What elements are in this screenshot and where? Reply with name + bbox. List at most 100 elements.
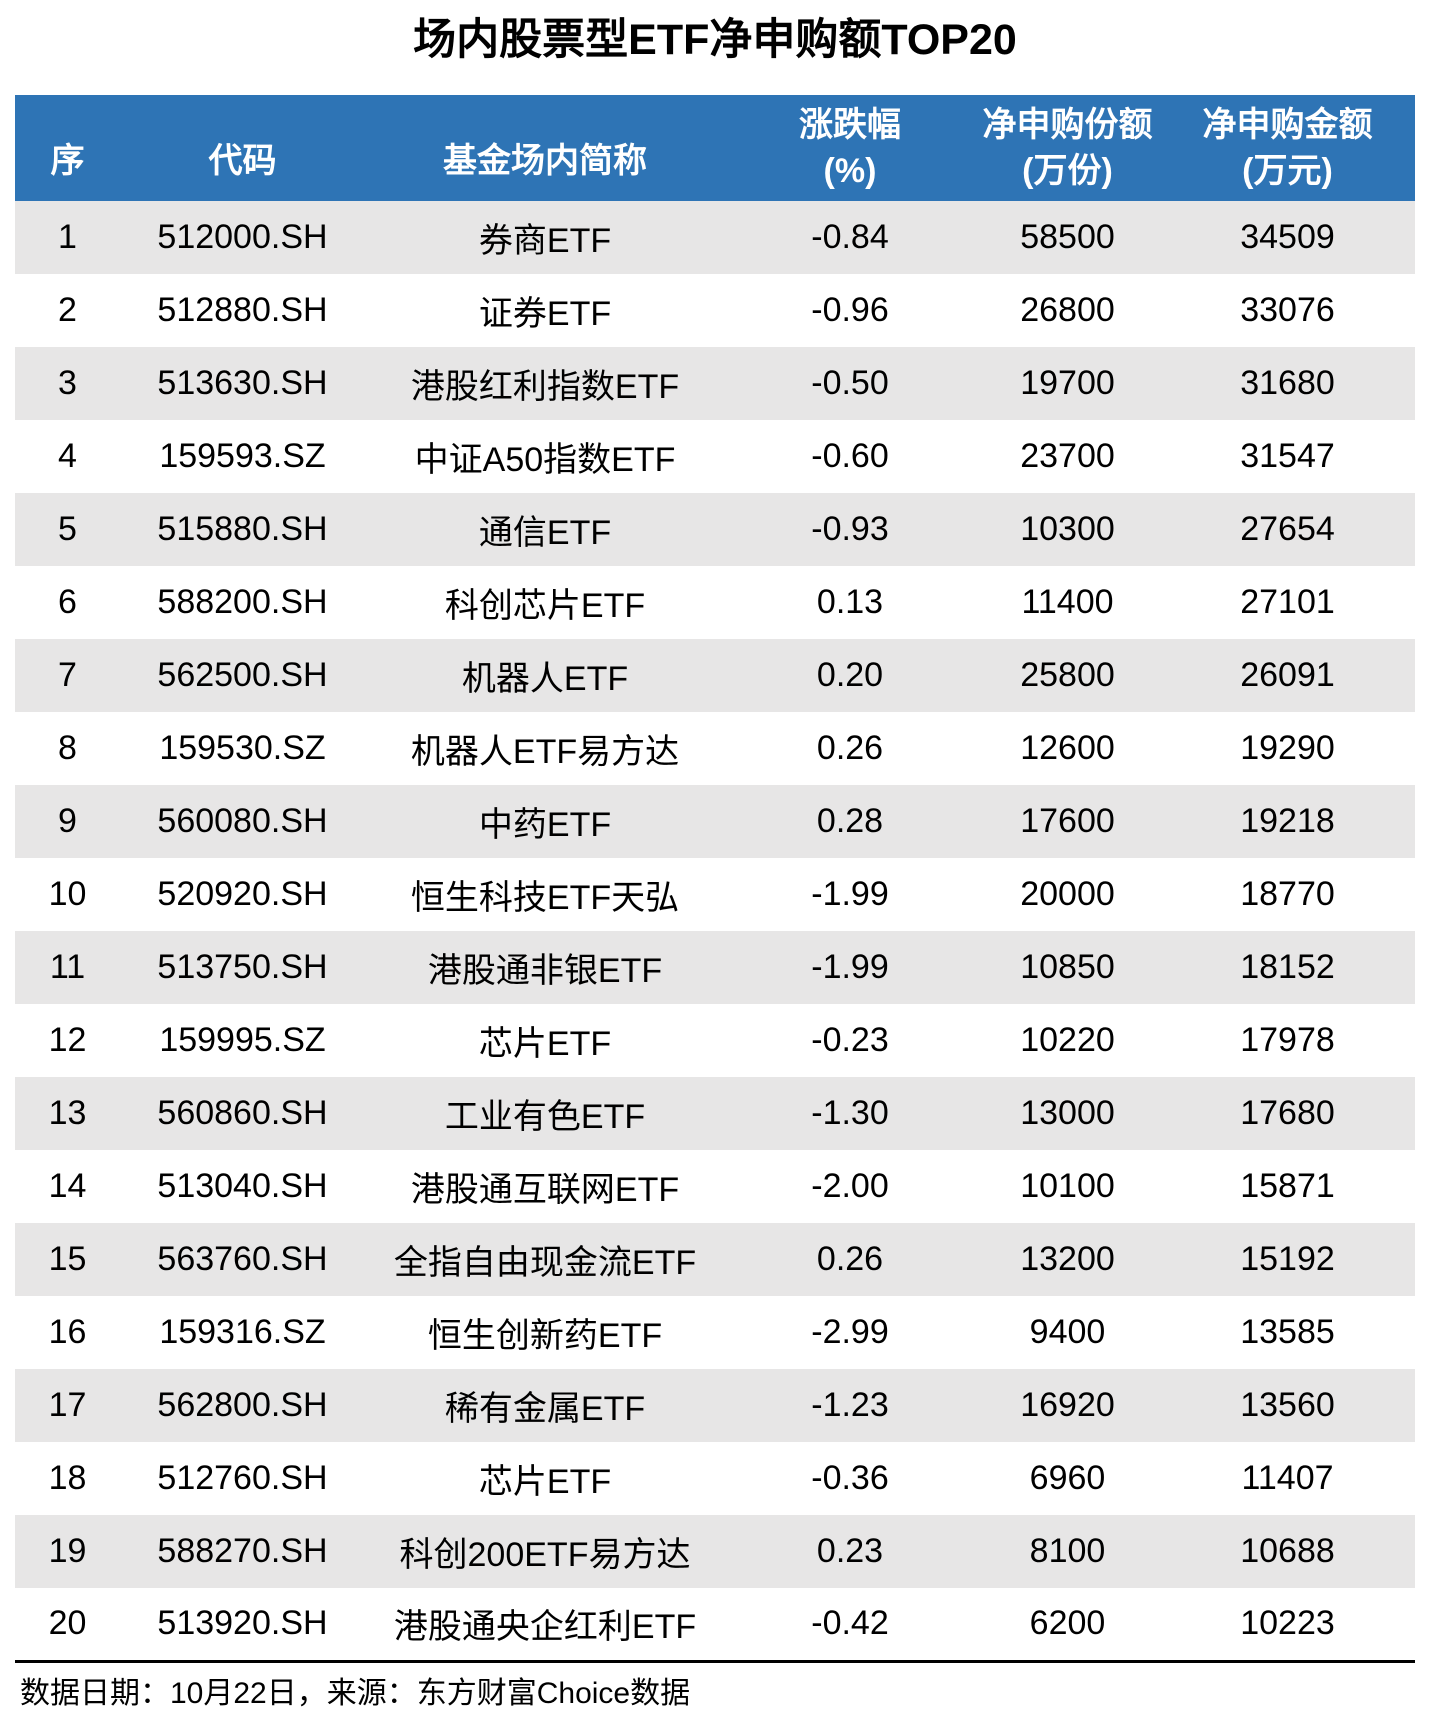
col-header-label: 净申购份额 <box>982 106 1153 144</box>
cell-amount: 13585 <box>1240 1313 1335 1351</box>
cell-shares: 16920 <box>1020 1386 1115 1424</box>
cell-code: 560080.SH <box>157 802 328 840</box>
cell-code: 588200.SH <box>157 583 328 621</box>
col-header-amount: 净申购金额 (万元) <box>1160 95 1415 201</box>
col-header-label: 序 <box>50 142 85 180</box>
cell-rank: 11 <box>49 948 86 986</box>
cell-code: 159316.SZ <box>159 1313 326 1351</box>
cell-code: 588270.SH <box>157 1532 328 1570</box>
cell-change: -0.42 <box>811 1604 889 1643</box>
cell-code: 159530.SZ <box>159 729 326 767</box>
cell-rank: 15 <box>48 1240 87 1278</box>
cell-rank: 3 <box>58 364 77 402</box>
cell-name: 港股通非银ETF <box>427 952 663 990</box>
cell-rank: 1 <box>58 218 77 256</box>
table-row: 11 513750.SH 港股通非银ETF -1.99 10850 18152 <box>15 931 1415 1004</box>
cell-amount: 26091 <box>1240 656 1335 694</box>
cell-code: 512760.SH <box>157 1459 328 1497</box>
cell-shares: 12600 <box>1020 729 1115 767</box>
cell-rank: 7 <box>58 656 77 694</box>
col-header-shares: 净申购份额 (万份) <box>975 95 1160 201</box>
cell-change: -0.96 <box>811 291 889 329</box>
cell-change: 0.26 <box>816 1240 884 1278</box>
cell-shares: 13200 <box>1020 1240 1115 1278</box>
cell-amount: 31547 <box>1240 437 1335 475</box>
col-header-label: 代码 <box>208 142 277 180</box>
cell-rank: 13 <box>48 1094 87 1132</box>
col-header-unit: (万份) <box>1022 152 1113 190</box>
cell-code: 515880.SH <box>157 510 328 548</box>
cell-amount: 34509 <box>1240 218 1335 256</box>
cell-amount: 18152 <box>1240 948 1335 986</box>
cell-rank: 2 <box>58 291 77 329</box>
col-header-name: 基金场内简称 <box>365 95 725 201</box>
table-row: 1 512000.SH 券商ETF -0.84 58500 34509 <box>15 201 1415 274</box>
cell-rank: 6 <box>58 583 77 621</box>
cell-code: 513920.SH <box>157 1604 328 1643</box>
cell-change: -1.23 <box>811 1386 889 1424</box>
cell-change: -2.00 <box>811 1167 889 1205</box>
table-row: 19 588270.SH 科创200ETF易方达 0.23 8100 10688 <box>15 1515 1415 1588</box>
cell-amount: 10223 <box>1240 1604 1335 1643</box>
table-row: 12 159995.SZ 芯片ETF -0.23 10220 17978 <box>15 1004 1415 1077</box>
table-row: 8 159530.SZ 机器人ETF易方达 0.26 12600 19290 <box>15 712 1415 785</box>
cell-shares: 10300 <box>1020 510 1115 548</box>
table-row: 18 512760.SH 芯片ETF -0.36 6960 11407 <box>15 1442 1415 1515</box>
cell-shares: 11400 <box>1021 583 1114 621</box>
cell-rank: 16 <box>48 1313 87 1351</box>
data-source-note: 数据日期：10月22日，来源：东方财富Choice数据 <box>20 1676 691 1710</box>
cell-change: 0.20 <box>816 656 884 694</box>
cell-shares: 58500 <box>1020 218 1115 256</box>
cell-amount: 27101 <box>1240 583 1335 621</box>
col-header-label: 基金场内简称 <box>443 142 647 180</box>
cell-amount: 18770 <box>1240 875 1335 913</box>
cell-change: -1.99 <box>811 948 889 986</box>
cell-name: 机器人ETF易方达 <box>410 733 680 771</box>
cell-rank: 20 <box>48 1604 87 1643</box>
cell-name: 稀有金属ETF <box>444 1390 646 1428</box>
col-header-change: 涨跌幅 (%) <box>725 95 975 201</box>
table-row: 17 562800.SH 稀有金属ETF -1.23 16920 13560 <box>15 1369 1415 1442</box>
cell-rank: 8 <box>58 729 77 767</box>
cell-amount: 33076 <box>1240 291 1335 329</box>
cell-shares: 8100 <box>1029 1532 1106 1570</box>
cell-shares: 25800 <box>1020 656 1115 694</box>
cell-change: -0.23 <box>811 1021 889 1059</box>
cell-amount: 31680 <box>1240 364 1335 402</box>
table-row: 15 563760.SH 全指自由现金流ETF 0.26 13200 15192 <box>15 1223 1415 1296</box>
cell-rank: 17 <box>48 1386 87 1424</box>
cell-change: 0.23 <box>816 1532 884 1570</box>
col-header-label: 净申购金额 <box>1202 106 1373 144</box>
cell-name: 恒生科技ETF天弘 <box>410 879 680 917</box>
table-body: 1 512000.SH 券商ETF -0.84 58500 34509 2 512880.SH… <box>15 201 1415 1661</box>
cell-change: -1.99 <box>811 875 889 913</box>
cell-name: 通信ETF <box>478 514 612 552</box>
cell-shares: 9400 <box>1029 1313 1106 1351</box>
cell-name: 中药ETF <box>478 806 612 844</box>
cell-amount: 10688 <box>1240 1532 1335 1570</box>
cell-code: 562500.SH <box>157 656 328 694</box>
cell-code: 513750.SH <box>157 948 328 986</box>
cell-change: -0.84 <box>811 218 889 256</box>
cell-amount: 17978 <box>1240 1021 1335 1059</box>
cell-amount: 11407 <box>1241 1459 1334 1497</box>
cell-code: 513040.SH <box>157 1167 328 1205</box>
cell-change: -0.60 <box>811 437 889 475</box>
cell-rank: 19 <box>48 1532 87 1570</box>
cell-shares: 10220 <box>1020 1021 1115 1059</box>
cell-name: 券商ETF <box>478 222 612 260</box>
cell-change: 0.28 <box>816 802 884 840</box>
cell-code: 560860.SH <box>157 1094 328 1132</box>
cell-rank: 4 <box>58 437 77 475</box>
cell-rank: 12 <box>48 1021 87 1059</box>
table-row: 7 562500.SH 机器人ETF 0.20 25800 26091 <box>15 639 1415 712</box>
cell-name: 科创芯片ETF <box>444 587 646 625</box>
cell-code: 159995.SZ <box>159 1021 326 1059</box>
cell-name: 港股红利指数ETF <box>410 368 680 406</box>
cell-name: 芯片ETF <box>478 1463 612 1501</box>
table-row: 16 159316.SZ 恒生创新药ETF -2.99 9400 13585 <box>15 1296 1415 1369</box>
cell-shares: 19700 <box>1020 364 1115 402</box>
cell-name: 全指自由现金流ETF <box>393 1244 697 1282</box>
cell-shares: 17600 <box>1020 802 1115 840</box>
